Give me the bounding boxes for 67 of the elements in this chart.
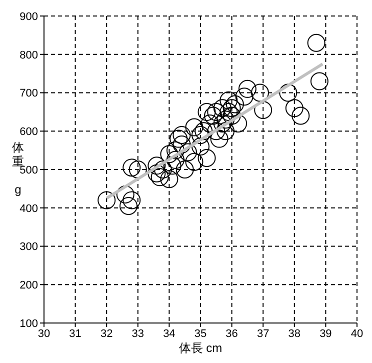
x-tick-label: 32: [100, 328, 113, 340]
point: [192, 126, 210, 144]
point: [154, 160, 172, 178]
point: [285, 99, 304, 118]
x-tick-label: 33: [132, 328, 144, 340]
point: [148, 164, 166, 182]
point: [222, 99, 241, 118]
x-tick-label: 34: [163, 328, 176, 340]
point: [216, 110, 235, 129]
x-tick-label: 36: [226, 328, 238, 340]
point: [213, 114, 232, 132]
point: [220, 91, 238, 110]
x-tick-label: 40: [350, 328, 364, 340]
point: [235, 88, 254, 106]
point: [150, 168, 169, 186]
y-tick-label: 800: [20, 49, 38, 62]
y-tick-label: 300: [20, 241, 38, 254]
x-tick-label: 35: [194, 328, 207, 340]
point: [185, 118, 204, 136]
point: [122, 158, 141, 177]
point: [178, 143, 197, 162]
point: [307, 34, 326, 52]
x-tick-label: 31: [69, 328, 82, 340]
point: [204, 106, 222, 125]
y-tick-label: 900: [20, 10, 38, 23]
x-tick-label: 30: [38, 328, 50, 340]
point: [238, 80, 256, 98]
point: [200, 114, 219, 132]
point: [172, 126, 191, 144]
point: [185, 152, 204, 171]
x-tick-label: 39: [320, 328, 332, 340]
point: [122, 191, 141, 210]
point: [160, 170, 178, 188]
point: [160, 145, 178, 164]
point: [194, 122, 213, 140]
point: [279, 84, 298, 102]
y-tick-label: 400: [20, 202, 38, 215]
point: [222, 106, 241, 125]
point: [163, 156, 182, 175]
point: [198, 102, 216, 121]
point: [210, 130, 228, 148]
y-tick-label: 200: [20, 280, 38, 292]
point: [207, 102, 226, 121]
point: [216, 122, 235, 140]
point: [310, 72, 328, 90]
point: [148, 156, 166, 175]
point: [213, 99, 232, 118]
point: [229, 114, 248, 132]
point: [116, 185, 134, 204]
point: [120, 196, 138, 215]
point: [198, 148, 216, 167]
y-tick-label: 100: [20, 318, 38, 330]
point: [170, 130, 188, 148]
y-tick-label: 700: [20, 88, 38, 100]
point: [292, 106, 310, 125]
x-tick-label: 38: [288, 328, 301, 340]
point: [176, 160, 194, 178]
point: [166, 150, 184, 169]
x-axis-title: 体長 cm: [178, 341, 222, 355]
point: [207, 122, 226, 140]
point: [166, 141, 184, 160]
point: [192, 137, 210, 156]
x-tick-label: 37: [256, 328, 270, 340]
point: [226, 95, 244, 114]
point: [98, 191, 116, 210]
point: [172, 136, 191, 154]
y-tick-label: 600: [20, 126, 38, 138]
